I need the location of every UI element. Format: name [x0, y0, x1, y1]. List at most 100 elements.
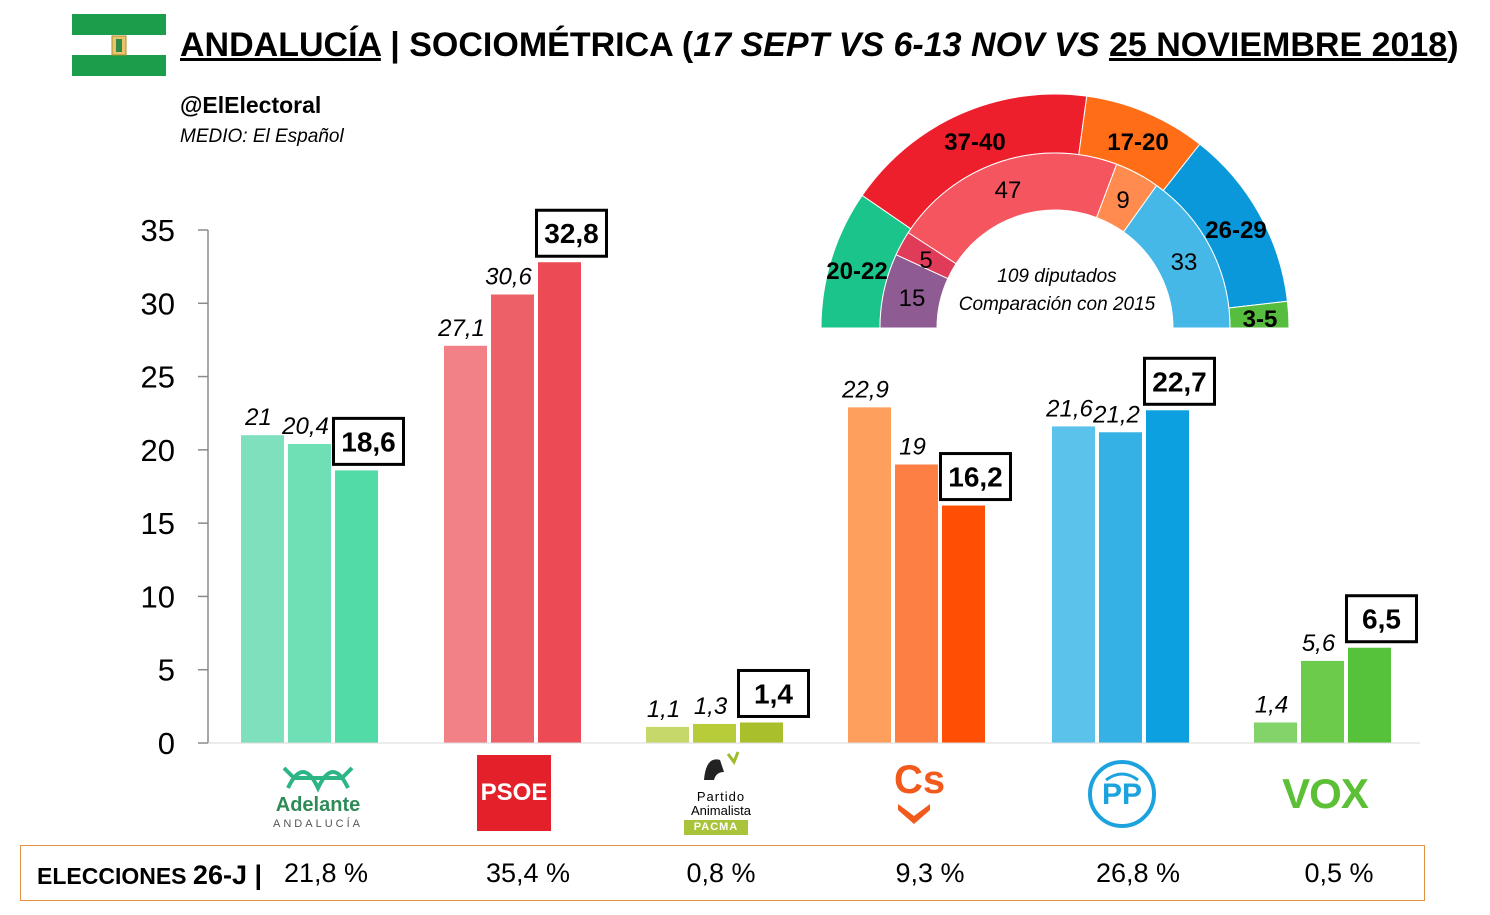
bar-pp-2 [1146, 410, 1189, 743]
pacma-logo: Partido Animalista PACMA [676, 750, 766, 836]
bar-label-cs-1: 19 [899, 434, 926, 461]
flag-band-top [72, 14, 166, 35]
bar-label-psoe-0: 27,1 [437, 315, 485, 342]
bar-label-pacma-2: 1,4 [754, 678, 793, 709]
y-tick-label: 0 [158, 726, 175, 761]
pp-circle-icon [1088, 760, 1156, 828]
bar-label-vox-1: 5,6 [1302, 630, 1336, 657]
bar-label-cs-0: 22,9 [841, 376, 889, 403]
inner-label-1: 5 [919, 247, 932, 274]
bar-label-pp-1: 21,2 [1092, 401, 1140, 428]
bar-pacma-2 [740, 722, 783, 743]
bar-label-adelante-1: 20,4 [281, 413, 329, 440]
elections-label-main: ELECCIONES [37, 863, 193, 889]
page-title: ANDALUCÍA | SOCIOMÉTRICA (17 SEPT VS 6-1… [180, 26, 1459, 65]
bar-psoe-2 [538, 262, 581, 743]
bar-label-adelante-2: 18,6 [341, 426, 396, 457]
pacma-dog-icon [704, 751, 740, 780]
bar-psoe-0 [444, 345, 487, 743]
bar-label-box-adelante [332, 416, 405, 466]
bar-label-psoe-2: 32,8 [544, 218, 599, 249]
elections-2016-row: ELECCIONES 26-J | 21,8 % 35,4 % 0,8 % 9,… [20, 845, 1425, 901]
bar-label-pp-2: 22,7 [1152, 366, 1207, 397]
elections-value-psoe: 35,4 % [485, 858, 571, 888]
y-tick-label: 25 [141, 360, 175, 395]
bar-label-psoe-1: 30,6 [485, 263, 532, 290]
title-dates: 17 SEPT VS 6-13 NOV VS [693, 26, 1109, 64]
elections-value-pacma: 0,8 % [686, 858, 756, 888]
inner-seg-4 [1122, 184, 1231, 329]
bar-label-adelante-0: 21 [244, 404, 272, 431]
outer-label-1: 37-40 [944, 129, 1005, 156]
cs-chevron-icon [898, 804, 930, 824]
bar-pacma-0 [646, 726, 689, 743]
bar-vox-1 [1301, 660, 1344, 743]
bar-label-box-pacma [737, 668, 810, 718]
y-tick-label: 35 [141, 213, 175, 248]
bar-psoe-1 [491, 294, 534, 743]
bar-cs-2 [942, 505, 985, 743]
bar-label-box-pp [1143, 356, 1216, 406]
outer-label-3: 26-29 [1205, 217, 1266, 244]
bar-adelante-1 [288, 443, 331, 743]
coat-of-arms-icon [111, 35, 127, 56]
media-source: MEDIO: El Español [180, 126, 344, 147]
bar-cs-0 [848, 407, 891, 743]
flag-band-bottom [72, 55, 166, 76]
adelante-name: Adelante [275, 794, 361, 816]
y-tick-label: 10 [141, 579, 175, 614]
parliament-chart: 20-22 37-40 17-20 26-29 3-5 15 5 47 9 33 109 diput… [820, 93, 1290, 333]
cs-text: Cs [894, 758, 946, 802]
bar-label-box-vox [1345, 594, 1418, 644]
title-region: ANDALUCÍA [180, 26, 381, 64]
psoe-text: PSOE [480, 779, 548, 806]
hemicycle-center-text-0: 109 diputados [997, 266, 1117, 287]
bar-adelante-0 [241, 435, 284, 743]
title-source: SOCIOMÉTRICA ( [409, 26, 694, 64]
bar-vox-0 [1254, 722, 1297, 743]
y-tick-label: 20 [141, 433, 175, 468]
elections-label-bar: | [246, 860, 263, 890]
bar-label-vox-0: 1,4 [1255, 691, 1288, 718]
bars: 21 20,4 18,6 27,130,6 32,8 1,1 1,3 1,4 22,9 19 16,… [208, 208, 1420, 744]
bar-label-pacma-0: 1,1 [647, 696, 680, 723]
outer-label-2: 17-20 [1107, 129, 1168, 156]
bar-label-box-psoe [535, 208, 608, 258]
author-handle: @ElElectoral [180, 92, 322, 118]
y-tick-label: 30 [141, 286, 175, 321]
outer-label-0: 20-22 [826, 258, 887, 285]
inner-label-3: 9 [1116, 187, 1129, 214]
cs-logo: Cs [890, 758, 960, 828]
pacma-line2: Animalista [691, 803, 751, 818]
elections-value-vox: 0,5 % [1304, 858, 1374, 888]
inner-label-0: 15 [899, 285, 926, 312]
elections-label: ELECCIONES 26-J | [37, 860, 262, 891]
andalucia-flag [72, 14, 166, 76]
bar-label-cs-2: 16,2 [948, 462, 1003, 493]
bar-label-box-cs [939, 452, 1012, 502]
title-separator: | [380, 26, 410, 64]
title-close: ) [1447, 26, 1459, 64]
elections-value-adelante: 21,8 % [283, 858, 369, 888]
flag-band-middle [72, 34, 166, 56]
bar-pp-0 [1052, 426, 1095, 743]
inner-label-4: 33 [1171, 249, 1198, 276]
y-axis: 0 5 10 15 20 25 30 35 [141, 213, 209, 761]
elections-value-cs: 9,3 % [895, 858, 965, 888]
adelante-sub: ANDALUCÍA [273, 818, 363, 830]
bar-adelante-2 [335, 470, 378, 743]
psoe-logo: PSOE [477, 755, 551, 831]
pacma-line1: Partido [696, 789, 746, 804]
outer-label-4: 3-5 [1243, 306, 1278, 333]
hemicycle-center-text-1: Comparación con 2015 [959, 294, 1156, 315]
adelante-logo: Adelante ANDALUCÍA [258, 752, 378, 832]
adelante-arches-icon [282, 766, 354, 793]
pp-text: PP [1101, 778, 1143, 811]
bar-label-pp-0: 21,6 [1045, 395, 1093, 422]
bar-label-vox-2: 6,5 [1362, 604, 1401, 635]
pp-logo: PP [1086, 758, 1158, 830]
bar-vox-2 [1348, 647, 1391, 743]
elections-value-pp: 26,8 % [1095, 858, 1181, 888]
inner-label-2: 47 [995, 177, 1022, 204]
